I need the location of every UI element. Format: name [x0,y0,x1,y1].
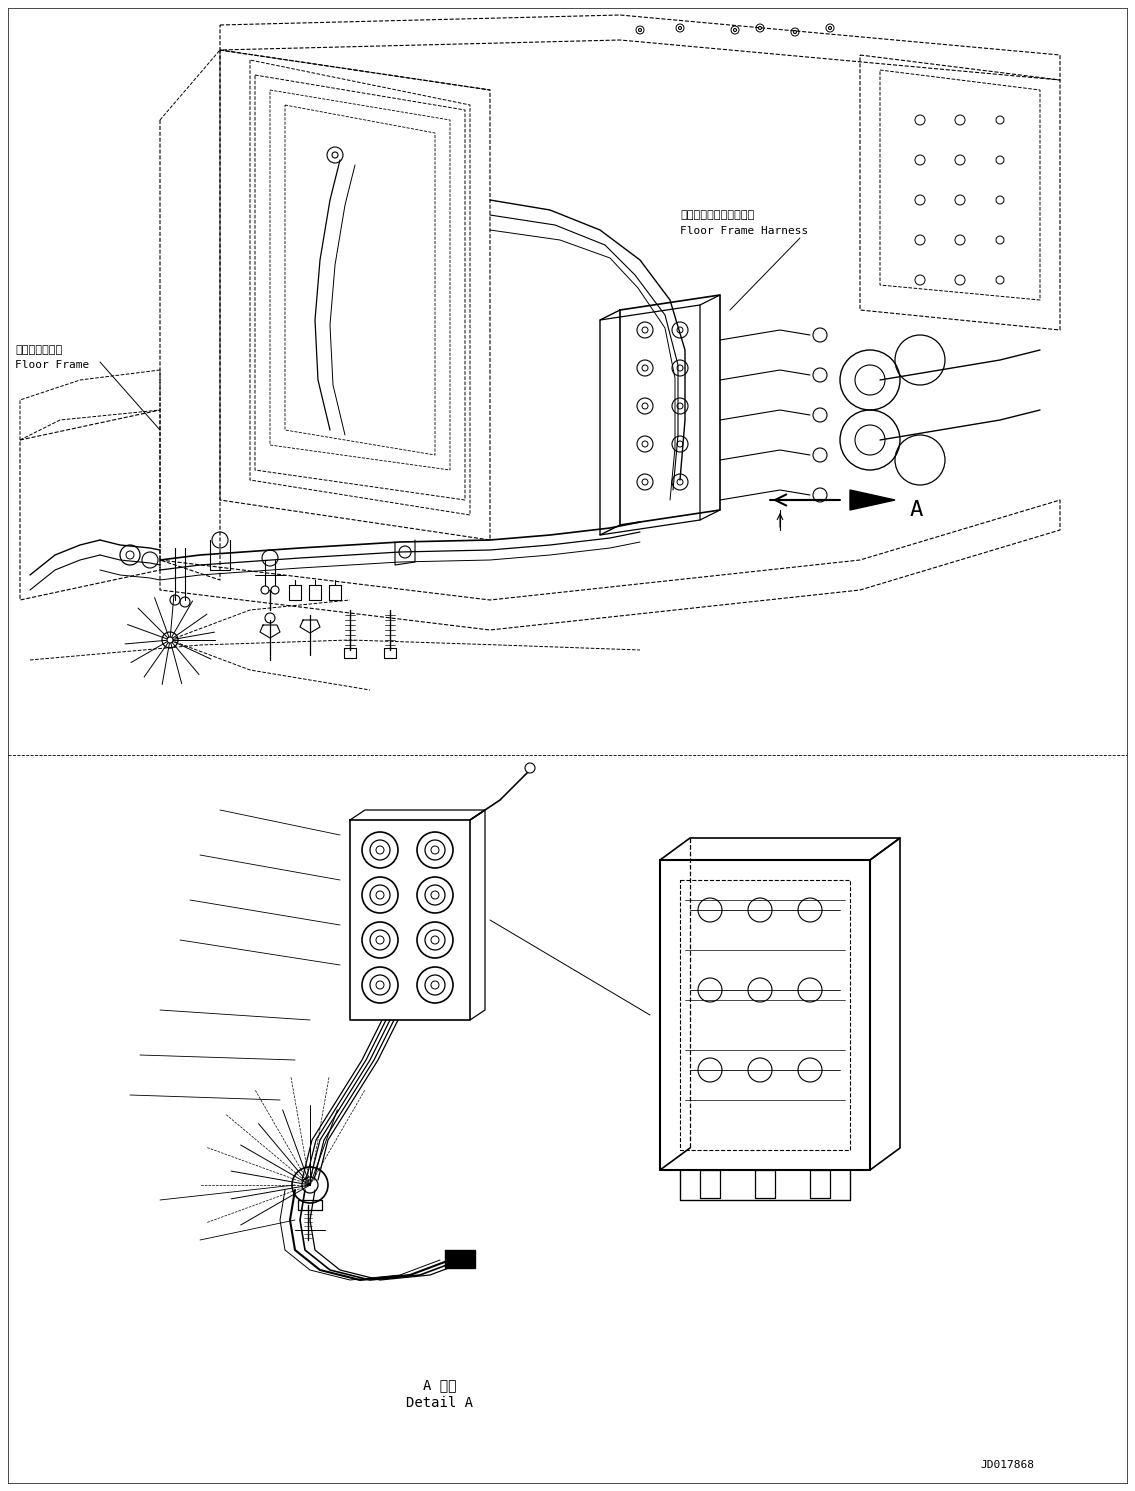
Text: JD017868: JD017868 [980,1460,1034,1470]
Circle shape [639,28,641,31]
Text: フロアフレームハーネス: フロアフレームハーネス [680,210,755,221]
Circle shape [733,28,737,31]
Text: Detail A: Detail A [406,1396,473,1410]
Circle shape [333,152,338,158]
Circle shape [679,27,681,30]
Circle shape [829,27,832,30]
Text: A 詳細: A 詳細 [423,1378,456,1393]
Circle shape [758,27,762,30]
Text: Floor Frame: Floor Frame [15,359,90,370]
Text: A: A [910,499,924,520]
Circle shape [793,30,797,33]
Bar [445,1249,476,1267]
Circle shape [261,586,269,593]
Circle shape [271,586,279,593]
Circle shape [526,763,535,772]
Text: フロアフレーム: フロアフレーム [15,344,62,355]
Polygon shape [850,491,896,510]
Text: Floor Frame Harness: Floor Frame Harness [680,227,808,236]
Circle shape [167,637,173,643]
